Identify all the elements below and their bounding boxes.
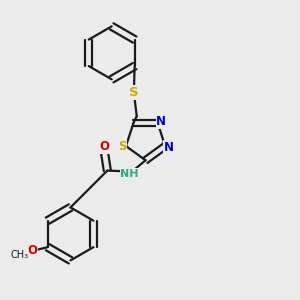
Text: CH₃: CH₃ xyxy=(11,250,28,260)
Text: S: S xyxy=(129,86,139,99)
Text: N: N xyxy=(164,141,174,154)
Text: O: O xyxy=(99,140,110,153)
Text: S: S xyxy=(118,140,127,153)
Text: O: O xyxy=(28,244,38,256)
Text: N: N xyxy=(156,115,166,128)
Text: NH: NH xyxy=(120,169,139,178)
